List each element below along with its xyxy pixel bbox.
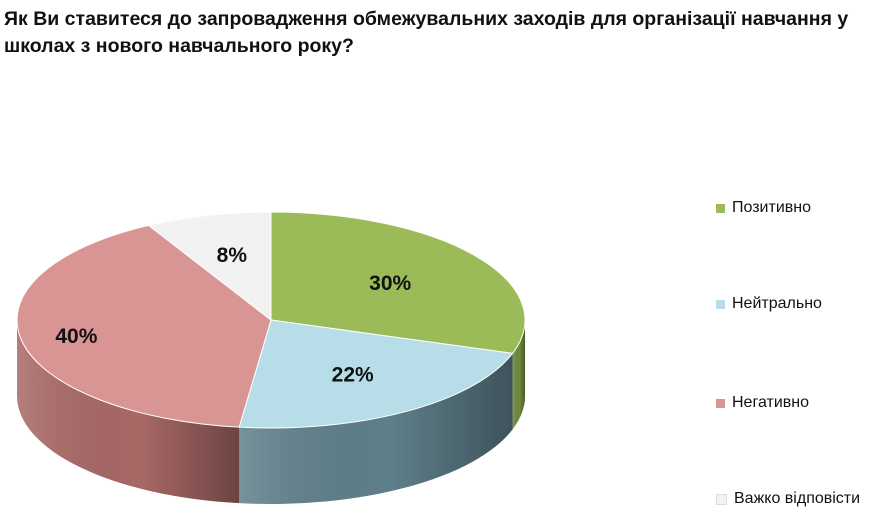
pie-data-labels: 30% 22% 40% 8% bbox=[55, 244, 411, 387]
pie-label-positive: 30% bbox=[369, 272, 411, 295]
pie-side-shade-positive bbox=[512, 320, 525, 430]
pie-label-hard-to-say: 8% bbox=[217, 244, 248, 267]
legend-label-neutral: Нейтрально bbox=[732, 295, 822, 312]
legend-item-hard-to-say: Важко відповісти bbox=[716, 490, 860, 508]
legend-swatch-positive bbox=[716, 203, 725, 213]
pie-side-shade-neutral bbox=[239, 353, 513, 504]
pie-sides bbox=[17, 320, 525, 504]
pie-side-shade-negative bbox=[17, 320, 240, 504]
pie-slice-hard-to-say bbox=[147, 211, 272, 322]
legend-label-positive: Позитивно bbox=[732, 199, 811, 216]
legend-item-positive: Позитивно bbox=[716, 199, 811, 217]
pie-label-negative: 40% bbox=[55, 325, 97, 348]
pie-slice-negative bbox=[16, 224, 272, 428]
pie-slice-neutral bbox=[238, 319, 514, 429]
legend-swatch-negative bbox=[716, 398, 725, 408]
legend-swatch-neutral bbox=[716, 299, 725, 309]
pie-label-neutral: 22% bbox=[332, 364, 374, 387]
pie-slice-positive bbox=[270, 211, 526, 354]
chart-title: Як Ви ставитеся до запровадження обмежув… bbox=[4, 8, 849, 57]
pie-chart: 30% 22% 40% 8% bbox=[16, 211, 526, 504]
legend-swatch-hard-to-say bbox=[716, 493, 727, 505]
legend-item-negative: Негативно bbox=[716, 394, 809, 412]
pie-slices bbox=[16, 211, 526, 429]
legend: Позитивно Нейтрально Негативно Важко від… bbox=[716, 0, 876, 525]
legend-label-negative: Негативно bbox=[732, 394, 809, 411]
legend-label-hard-to-say: Важко відповісти bbox=[734, 490, 861, 507]
legend-item-neutral: Нейтрально bbox=[716, 295, 822, 313]
